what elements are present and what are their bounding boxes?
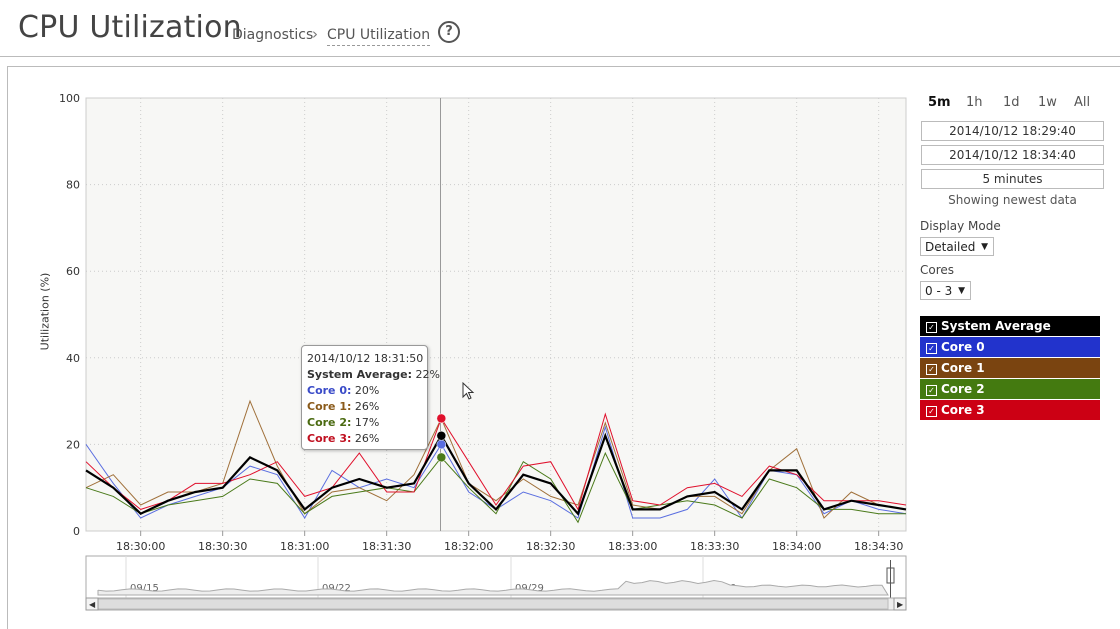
range-5m-button[interactable]: 5m [928,95,951,110]
scroll-right-button[interactable] [893,597,907,611]
legend-label: Core 0 [941,340,985,354]
x-tick-label: 18:34:30 [854,540,903,553]
scroll-left-button[interactable] [85,597,99,611]
x-tick-label: 18:30:30 [198,540,247,553]
x-tick-label: 18:31:30 [362,540,411,553]
scroll-right-icon: ▶ [897,600,904,609]
tooltip-label: Core 2: [307,416,352,429]
range-all-button[interactable]: All [1074,95,1091,110]
legend-label: Core 3 [941,403,985,417]
hover-marker-system-average [436,430,447,441]
legend-core-2[interactable]: ✓ Core 2 [920,379,1100,399]
tooltip-label: System Average: [307,368,412,381]
x-tick-label: 18:32:30 [526,540,575,553]
tooltip-value: 20% [354,384,380,397]
series-line-system-average [85,432,907,516]
display-mode-label: Display Mode [920,219,1001,233]
checkbox-icon[interactable]: ✓ [926,343,937,354]
plot-area [85,97,907,532]
x-tick-label: 18:33:00 [608,540,657,553]
range-1w-button[interactable]: 1w [1038,95,1057,110]
series-line-core-3 [85,412,907,511]
legend-label: System Average [941,319,1051,333]
tooltip-value: 22% [415,368,440,381]
legend-label: Core 1 [941,361,985,375]
mouse-cursor-icon [462,382,475,400]
checkbox-icon[interactable]: ✓ [926,322,937,333]
cores-value: 0 - 3 [925,284,953,298]
chart-panel [7,66,1120,629]
y-tick-label: 100 [59,92,80,105]
end-date-input[interactable]: 2014/10/12 18:34:40 [921,145,1104,165]
tooltip-time: 2014/10/12 18:31:50 [307,352,424,365]
legend-core-0[interactable]: ✓ Core 0 [920,337,1100,357]
chevron-down-icon: ▼ [981,242,988,252]
tooltip-label: Core 0: [307,384,352,397]
navigator-label: 09/15 [130,583,159,594]
legend-label: Core 2 [941,382,985,396]
x-tick-label: 18:32:00 [444,540,493,553]
range-1h-button[interactable]: 1h [966,95,983,110]
tooltip-value: 17% [354,416,380,429]
display-mode-value: Detailed [925,240,976,254]
tooltip-row-core-3: Core 3: 26% [307,431,427,447]
x-tick-label: 18:30:00 [116,540,165,553]
chevron-down-icon: ▼ [958,286,965,296]
hover-marker-core-2 [436,452,447,463]
tooltip-label: Core 3: [307,432,352,445]
display-mode-select[interactable]: Detailed ▼ [920,237,994,256]
y-tick-label: 20 [66,438,80,451]
y-tick-label: 40 [66,352,80,365]
series-line-core-2 [85,451,906,524]
breadcrumb-separator: › [312,25,318,43]
tooltip-label: Core 1: [307,400,352,413]
breadcrumb-diagnostics[interactable]: Diagnostics [232,27,314,43]
scroll-left-icon: ◀ [89,600,96,609]
x-tick-label: 18:31:00 [280,540,329,553]
chart-tooltip: 2014/10/12 18:31:50 System Average: 22% … [301,345,440,450]
legend-core-1[interactable]: ✓ Core 1 [920,358,1100,378]
start-date-input[interactable]: 2014/10/12 18:29:40 [921,121,1104,141]
tooltip-row-core-1: Core 1: 26% [307,399,427,415]
y-tick-label: 80 [66,179,80,192]
navigator-label: 09/29 [515,583,544,594]
navigator-series [97,579,889,596]
range-1d-button[interactable]: 1d [1003,95,1020,110]
breadcrumb-current-label: CPU Utilization [327,27,431,46]
help-icon[interactable]: ? [438,21,460,43]
tooltip-value: 26% [354,400,380,413]
breadcrumb-current: CPU Utilization [327,27,431,46]
duration-input[interactable]: 5 minutes [921,169,1104,189]
y-tick-label: 0 [73,525,80,538]
tooltip-row-core-2: Core 2: 17% [307,415,427,431]
page-header: CPU Utilization Diagnostics › CPU Utiliz… [0,0,1120,57]
cores-label: Cores [920,263,955,277]
checkbox-icon[interactable]: ✓ [926,385,937,396]
status-text: Showing newest data [948,193,1077,207]
legend-core-3[interactable]: ✓ Core 3 [920,400,1100,420]
checkbox-icon[interactable]: ✓ [926,406,937,417]
cores-select[interactable]: 0 - 3 ▼ [920,281,971,300]
tooltip-row-core-0: Core 0: 20% [307,383,427,399]
scrollbar-thumb[interactable] [97,598,889,610]
hover-marker-core-0 [436,439,447,450]
page-title: CPU Utilization [18,10,242,45]
tooltip-row-system-average: System Average: 22% [307,367,440,383]
legend-system-average[interactable]: ✓ System Average [920,316,1100,336]
checkbox-icon[interactable]: ✓ [926,364,937,375]
y-tick-label: 60 [66,265,80,278]
x-tick-label: 18:33:30 [690,540,739,553]
tooltip-value: 26% [354,432,380,445]
x-tick-label: 18:34:00 [772,540,821,553]
hover-marker-core-3 [436,413,447,424]
navigator-label: 09/22 [322,583,351,594]
